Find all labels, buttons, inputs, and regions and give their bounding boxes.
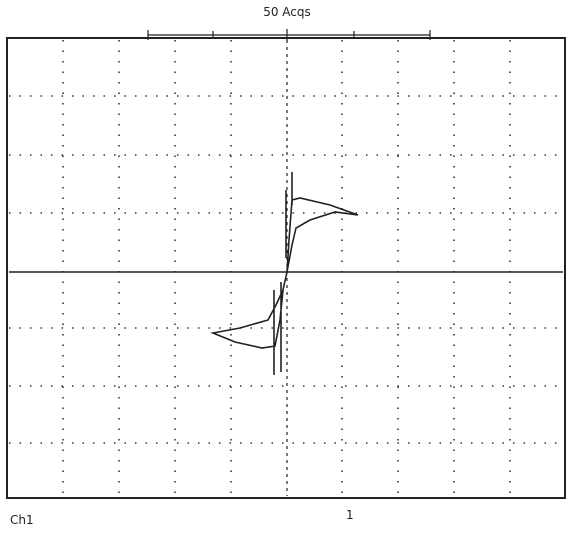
graticule-frame [6,37,566,499]
channel-label: Ch1 [10,513,34,527]
graticule [9,40,563,496]
trigger-bracket [147,29,431,41]
acquisition-count: 50 Acqs [263,5,311,19]
trace [210,172,359,375]
trigger-marker: 1 [346,508,354,522]
